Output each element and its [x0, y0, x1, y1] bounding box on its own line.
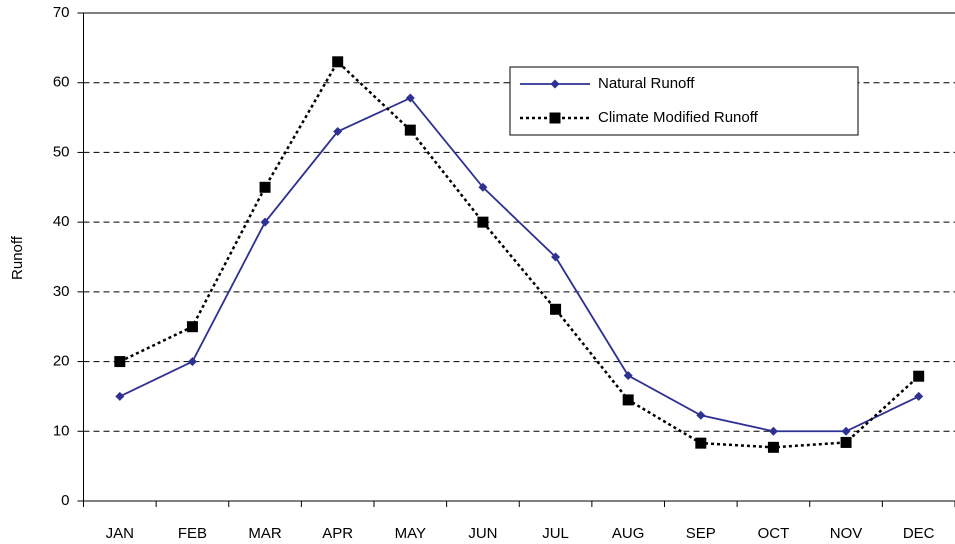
y-tick-label: 70: [53, 4, 70, 21]
x-tick-label: FEB: [178, 525, 207, 542]
marker: [623, 371, 633, 381]
marker: [259, 181, 271, 193]
x-tick-label: SEP: [686, 525, 716, 542]
marker: [404, 124, 416, 136]
legend-label: Climate Modified Runoff: [598, 109, 759, 126]
marker: [551, 252, 561, 262]
legend-label: Natural Runoff: [598, 75, 695, 92]
marker: [186, 321, 198, 333]
marker: [550, 303, 562, 315]
marker: [549, 112, 561, 124]
x-tick-label: AUG: [612, 525, 645, 542]
marker: [477, 216, 489, 228]
legend-box: [509, 66, 859, 136]
marker: [478, 182, 488, 192]
x-tick-label: JAN: [106, 525, 134, 542]
series-line: [119, 59, 920, 449]
marker: [767, 441, 779, 453]
marker: [115, 391, 125, 401]
series: [114, 56, 925, 453]
marker: [405, 93, 415, 103]
marker: [260, 217, 270, 227]
marker: [768, 426, 778, 436]
marker: [550, 79, 560, 89]
marker: [841, 426, 851, 436]
series: [115, 93, 924, 436]
y-tick-label: 20: [53, 353, 70, 370]
marker: [696, 410, 706, 420]
marker: [622, 394, 634, 406]
y-tick-label: 10: [53, 422, 70, 439]
marker: [913, 370, 925, 382]
x-tick-label: JUN: [468, 525, 497, 542]
y-tick-label: 0: [61, 492, 69, 509]
marker: [333, 127, 343, 137]
y-tick-label: 50: [53, 143, 70, 160]
x-tick-label: OCT: [758, 525, 790, 542]
x-tick-label: JUL: [542, 525, 569, 542]
y-axis-title: Runoff: [9, 235, 26, 280]
series-line: [119, 96, 920, 433]
legend: Natural Runoff Climate Modified Runoff: [509, 66, 859, 136]
marker: [914, 391, 924, 401]
y-tick-label: 60: [53, 74, 70, 91]
x-tick-label: NOV: [830, 525, 863, 542]
marker: [840, 436, 852, 448]
y-tick-label: 40: [53, 213, 70, 230]
marker: [332, 56, 344, 68]
x-tick-label: DEC: [903, 525, 935, 542]
marker: [187, 357, 197, 367]
x-tick-label: MAR: [248, 525, 282, 542]
x-tick-label: MAY: [395, 525, 426, 542]
x-tick-label: APR: [322, 525, 353, 542]
marker: [114, 356, 126, 368]
marker: [695, 437, 707, 449]
y-tick-label: 30: [53, 283, 70, 300]
